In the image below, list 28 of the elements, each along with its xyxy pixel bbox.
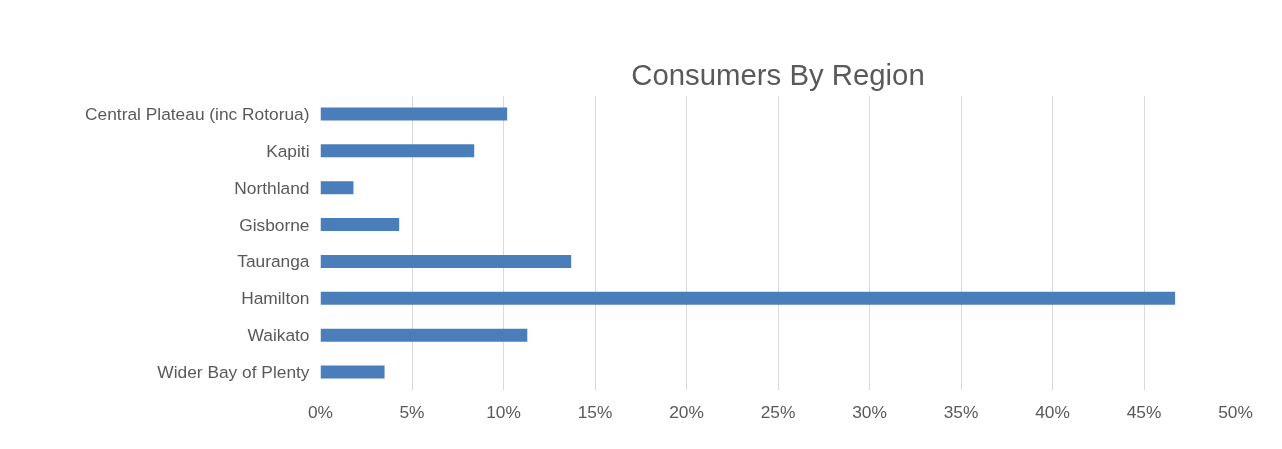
y-tick-label: Waikato — [247, 325, 310, 346]
x-tick-label: 10% — [486, 401, 521, 422]
bar — [320, 107, 508, 121]
bar — [320, 365, 385, 379]
bar — [320, 144, 475, 158]
bar — [320, 328, 528, 342]
x-tick-label: 45% — [1126, 401, 1162, 422]
y-tick-label: Wider Bay of Plenty — [157, 362, 310, 383]
y-tick-label: Northland — [234, 177, 310, 198]
bar — [320, 291, 1176, 305]
x-tick-label: 20% — [669, 401, 704, 422]
x-tick-label: 5% — [399, 401, 425, 422]
chart-title: Consumers By Region — [631, 57, 925, 91]
bar — [320, 181, 354, 195]
bar — [320, 218, 400, 232]
bar — [320, 254, 572, 268]
y-tick-label: Gisborne — [239, 214, 310, 235]
y-tick-label: Central Plateau (inc Rotorua) — [85, 103, 310, 124]
x-tick-label: 0% — [307, 401, 334, 422]
x-tick-label: 35% — [943, 401, 979, 422]
x-tick-label: 50% — [1218, 401, 1253, 422]
y-tick-label: Hamilton — [241, 288, 310, 309]
y-tick-label: Tauranga — [237, 251, 310, 272]
x-tick-label: 25% — [760, 401, 796, 422]
x-tick-label: 15% — [577, 401, 613, 422]
x-tick-label: 30% — [852, 401, 887, 422]
x-tick-label: 40% — [1035, 401, 1070, 422]
y-tick-label: Kapiti — [266, 140, 310, 161]
